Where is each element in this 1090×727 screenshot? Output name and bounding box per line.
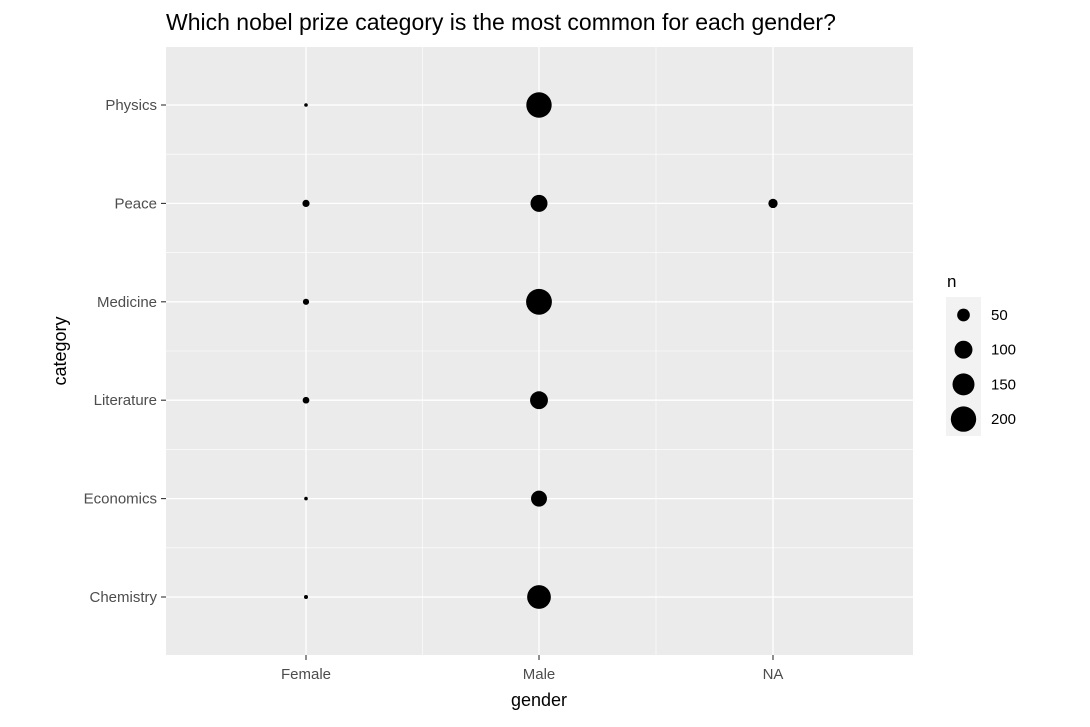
legend-key bbox=[952, 373, 975, 396]
size-legend: n 50 100 150 200 bbox=[946, 272, 1016, 436]
legend-label: 150 bbox=[991, 376, 1016, 393]
legend-label: 200 bbox=[991, 411, 1016, 428]
x-axis-title: gender bbox=[511, 690, 567, 710]
legend-key bbox=[950, 406, 977, 432]
y-axis: Physics Peace Medicine Literature Economics C… bbox=[84, 97, 166, 606]
data-point bbox=[527, 585, 551, 609]
chart-title: Which nobel prize category is the most c… bbox=[166, 9, 836, 35]
data-point bbox=[302, 396, 310, 404]
data-point bbox=[304, 103, 308, 107]
y-axis-title: category bbox=[50, 316, 70, 385]
x-axis: Female Male NA bbox=[281, 655, 783, 683]
legend-keys: 50 100 150 200 bbox=[950, 307, 1016, 432]
data-point bbox=[303, 594, 309, 600]
y-tick-label: Economics bbox=[84, 491, 157, 508]
x-tick-label: NA bbox=[763, 666, 784, 683]
y-tick-label: Physics bbox=[105, 97, 157, 114]
data-point bbox=[304, 496, 308, 501]
data-point bbox=[526, 92, 552, 118]
legend-label: 100 bbox=[991, 342, 1016, 359]
data-point bbox=[302, 199, 310, 207]
x-tick-label: Male bbox=[523, 666, 556, 683]
data-point bbox=[526, 288, 552, 315]
y-tick-label: Literature bbox=[94, 392, 157, 409]
data-point bbox=[530, 194, 548, 212]
data-point bbox=[531, 490, 547, 507]
data-point bbox=[768, 198, 778, 209]
legend-key bbox=[954, 340, 973, 359]
data-points bbox=[302, 92, 778, 609]
y-tick-label: Medicine bbox=[97, 294, 157, 311]
x-tick-label: Female bbox=[281, 666, 331, 683]
legend-key bbox=[957, 308, 970, 322]
legend-label: 50 bbox=[991, 307, 1008, 324]
y-tick-label: Chemistry bbox=[89, 589, 157, 606]
data-point bbox=[530, 391, 548, 410]
y-tick-label: Peace bbox=[114, 195, 157, 212]
legend-title: n bbox=[947, 272, 956, 291]
data-point bbox=[302, 298, 310, 305]
